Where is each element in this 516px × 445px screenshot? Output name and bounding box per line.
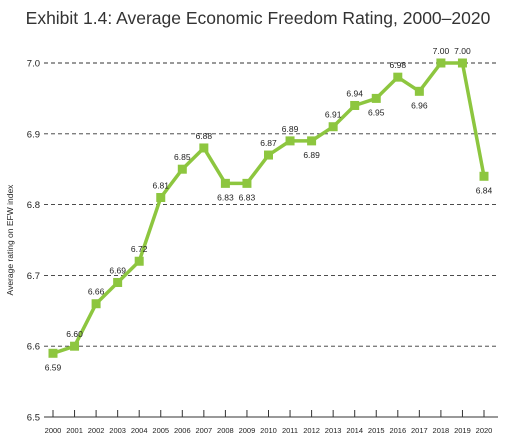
data-point [350,100,360,110]
data-label: 6.85 [174,152,191,162]
data-point [134,256,144,266]
x-tick-label: 2016 [389,426,406,435]
y-tick-label: 7.0 [27,59,40,70]
data-label: 6.91 [325,110,342,120]
data-point [328,122,338,132]
x-tick-label: 2014 [346,426,363,435]
x-tick-label: 2006 [174,426,191,435]
x-tick-label: 2018 [433,426,450,435]
x-tick-label: 2002 [88,426,105,435]
data-label: 6.89 [303,150,320,160]
data-labels: 6.59 6.60 6.66 6.69 6.72 6.81 6.85 6.88 6.83 6.83… [45,46,493,372]
data-label: 6.59 [45,362,62,372]
data-label: 6.89 [282,124,299,134]
data-label: 6.72 [131,244,148,254]
y-tick-label: 6.8 [27,200,40,211]
x-tick-label: 2008 [217,426,234,435]
data-point [479,171,489,181]
data-label: 7.00 [454,46,471,56]
data-label: 6.95 [368,107,385,117]
data-label: 6.81 [152,181,169,191]
x-tick-label: 2007 [196,426,213,435]
x-tick-label: 2000 [45,426,62,435]
data-point [242,178,252,188]
y-tick-label: 6.6 [27,342,40,353]
x-tick-label: 2020 [476,426,493,435]
data-point [113,277,123,287]
y-tick-label: 6.9 [27,129,40,140]
data-label: 6.69 [109,265,126,275]
data-point [264,150,273,160]
x-tick-label: 2015 [368,426,385,435]
x-tick-label: 2019 [454,426,471,435]
gridlines [44,62,498,347]
chart-title: Exhibit 1.4: Average Economic Freedom Ra… [25,8,491,28]
data-point [48,348,58,358]
data-label: 6.66 [88,287,105,297]
data-point [285,136,295,146]
data-point [393,72,403,82]
data-point [199,143,209,153]
data-label: 6.96 [411,100,428,110]
data-label: 6.83 [217,192,234,202]
y-tick-label: 6.5 [27,413,40,424]
x-tick-label: 2001 [66,426,83,435]
y-tick-label: 6.7 [27,271,40,282]
x-tick-label: 2013 [325,426,342,435]
x-tick-label: 2017 [411,426,428,435]
y-axis-title: Average rating on EFW index [5,184,15,296]
x-tick-label: 2003 [109,426,126,435]
x-tick-label: 2005 [152,426,169,435]
data-label: 6.60 [66,329,83,339]
data-point [436,58,446,68]
series-efw-rating [48,58,489,358]
data-point [414,86,424,96]
x-tick-label: 2010 [260,426,277,435]
data-label: 6.94 [346,88,363,98]
data-label: 6.87 [260,138,277,148]
data-point [177,164,187,174]
x-tick-label: 2009 [239,426,256,435]
data-label: 6.98 [390,60,407,70]
data-label: 6.83 [239,192,256,202]
data-point [156,193,166,203]
data-point [371,93,381,103]
x-tick-label: 2011 [282,426,298,435]
data-label: 6.84 [476,185,493,195]
data-point [220,178,230,188]
x-tick-label: 2004 [131,426,148,435]
data-point [70,341,80,351]
data-point [91,299,101,309]
data-point [457,58,467,68]
axes: 6.5 6.6 6.7 6.8 6.9 7.0 2000 2001 2002 2003 2004 20… [27,59,498,435]
data-label: 6.88 [196,131,213,141]
x-tick-label: 2012 [303,426,320,435]
data-label: 7.00 [433,46,450,56]
data-point [307,136,317,146]
